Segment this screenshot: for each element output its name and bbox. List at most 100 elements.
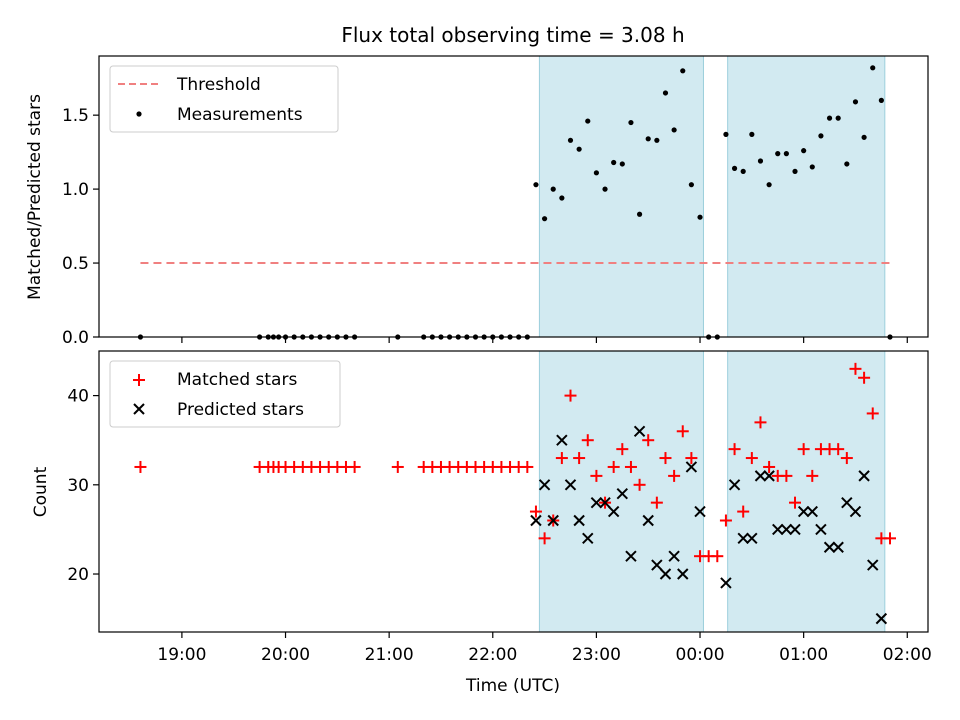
predicted-star-marker: [772, 523, 784, 536]
bottom-legend-box: [109, 360, 341, 428]
measurement-point: [688, 182, 694, 188]
matched-star-marker: [866, 407, 879, 420]
measurement-point: [783, 151, 789, 157]
matched-star-marker: [642, 434, 655, 447]
measurement-point: [654, 137, 660, 143]
legend-matched-label: Matched stars: [177, 370, 297, 390]
x-tick-label: 01:00: [779, 645, 828, 665]
x-tick-label: 21:00: [365, 645, 414, 665]
predicted-star-marker: [599, 496, 611, 509]
measurement-point: [757, 158, 764, 164]
measurement-point: [740, 168, 746, 174]
bottom-x-ticks: 19:00 20:00 21:00 22:00 23:00 00:00 01:00 02:00: [157, 632, 932, 665]
measurement-point: [611, 159, 617, 166]
matched-star-marker: [797, 443, 810, 456]
matched-star-marker: [728, 443, 741, 456]
legend-measurements-swatch: [136, 111, 142, 117]
predicted-star-marker: [668, 550, 680, 562]
legend-predicted-label: Predicted stars: [177, 400, 304, 420]
matched-star-marker: [590, 469, 603, 482]
predicted-star-markers: [530, 425, 888, 625]
measurement-point: [645, 136, 651, 142]
top-plot-frame: [98, 55, 929, 338]
matched-star-marker: [391, 460, 404, 473]
legend-measurements-label: Measurements: [177, 105, 303, 125]
measurement-point: [749, 131, 755, 137]
bottom-y-tick-label: 30: [67, 476, 89, 496]
bottom-y-ticks: 20 30 40: [67, 387, 99, 585]
measurement-point: [844, 161, 850, 167]
measurement-point: [602, 186, 608, 192]
matched-star-marker: [538, 532, 551, 545]
matched-star-marker: [754, 416, 767, 429]
matched-star-marker: [763, 460, 776, 473]
matched-star-marker: [884, 532, 897, 545]
legend-matched-swatch: [133, 374, 145, 386]
predicted-star-marker: [763, 470, 775, 482]
measurement-point: [593, 170, 600, 176]
predicted-star-marker: [797, 505, 810, 518]
matched-star-marker: [719, 514, 732, 527]
predicted-star-marker: [642, 514, 654, 527]
predicted-star-marker: [720, 577, 732, 589]
matched-star-marker: [737, 505, 750, 518]
bottom-y-axis-label: Count: [31, 466, 51, 517]
top-y-tick-label: 0.5: [62, 254, 89, 274]
predicted-star-marker: [823, 541, 836, 553]
x-tick-label: 00:00: [676, 645, 725, 665]
measurement-point: [818, 133, 824, 139]
matched-star-marker: [711, 550, 724, 563]
matched-star-marker: [616, 443, 629, 456]
top-legend-box: [109, 65, 339, 133]
legend-predicted-swatch: [133, 403, 145, 415]
measurement-point: [636, 211, 643, 217]
matched-star-marker: [529, 505, 542, 518]
measurement-point: [870, 65, 876, 71]
predicted-star-marker: [651, 559, 663, 571]
measurement-point: [541, 216, 548, 222]
matched-star-marker: [832, 443, 845, 456]
matched-star-marker: [685, 452, 698, 465]
predicted-star-marker: [556, 434, 568, 446]
matched-star-marker: [780, 469, 793, 482]
measurement-point: [697, 214, 703, 220]
predicted-star-marker: [685, 461, 698, 473]
measurement-point: [861, 134, 867, 140]
matched-star-marker: [858, 371, 871, 384]
chart-title: Flux total observing time = 3.08 h: [341, 23, 684, 47]
matched-star-marker: [676, 425, 689, 438]
predicted-star-marker: [564, 479, 577, 491]
measurement-point: [671, 127, 677, 133]
measurement-point: [559, 195, 565, 201]
x-axis-label: Time (UTC): [465, 676, 560, 696]
measurement-point: [801, 148, 807, 154]
predicted-star-marker: [573, 514, 585, 527]
measurement-point: [576, 146, 582, 152]
predicted-star-marker: [694, 505, 706, 518]
matched-star-marker: [348, 460, 361, 473]
x-tick-label: 02:00: [883, 645, 932, 665]
matched-star-marker: [581, 434, 594, 447]
matched-star-marker: [789, 496, 802, 509]
predicted-star-marker: [815, 523, 827, 536]
predicted-star-marker: [746, 532, 758, 545]
x-tick-label: 20:00: [261, 645, 310, 665]
top-y-tick-label: 0.0: [62, 328, 89, 348]
predicted-star-marker: [780, 523, 793, 536]
predicted-star-marker: [832, 541, 844, 553]
predicted-star-marker: [728, 479, 741, 491]
matched-star-marker: [134, 460, 147, 473]
matched-star-marker: [607, 460, 620, 473]
bottom-shaded-intervals: [538, 350, 886, 633]
measurement-point: [619, 161, 625, 167]
predicted-star-marker: [849, 505, 862, 518]
bottom-panel: 20 30 40 19:00 20:00 21:00 22:00 23:00 00:00 01:…: [31, 350, 932, 696]
measurement-point: [585, 118, 591, 124]
top-shaded-interval-0: [538, 55, 704, 338]
predicted-star-marker: [789, 523, 801, 536]
measurement-point: [662, 90, 669, 96]
x-tick-label: 22:00: [468, 645, 517, 665]
predicted-star-marker: [607, 505, 620, 518]
matched-star-marker: [624, 460, 637, 473]
x-tick-label: 19:00: [157, 645, 206, 665]
